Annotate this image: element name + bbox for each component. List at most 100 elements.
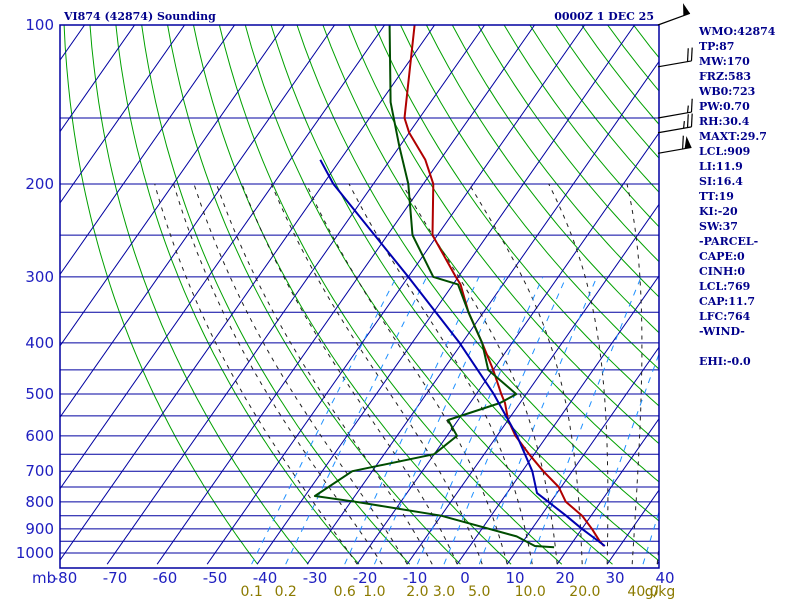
wind-barb-flag bbox=[690, 47, 693, 61]
wind-barb-flag bbox=[686, 48, 689, 62]
mixing-ratio-line bbox=[285, 276, 428, 565]
dry-adiabat-line bbox=[115, 25, 360, 565]
wind-barb-flag bbox=[686, 114, 689, 128]
isotherm-line bbox=[60, 25, 236, 276]
plot-frame bbox=[59, 24, 660, 569]
moist-adiabat-line bbox=[656, 541, 659, 565]
sounding-traces bbox=[313, 25, 606, 549]
moist-adiabat-line bbox=[626, 183, 643, 565]
wind-barb-half-flag bbox=[686, 105, 689, 113]
index-line: MAXT:29.7 bbox=[699, 130, 767, 143]
mixing-ratio-tick-label: 2.0 bbox=[406, 584, 428, 600]
dry-adiabat-line bbox=[400, 25, 659, 370]
wind-barb-flag bbox=[682, 135, 684, 150]
dry-adiabat-line bbox=[218, 25, 563, 565]
isotherm-line bbox=[356, 132, 659, 565]
index-line: FRZ:583 bbox=[699, 70, 751, 83]
moist-adiabat-line bbox=[305, 183, 508, 565]
pressure-tick-label: 100 bbox=[25, 16, 54, 34]
mixing-ratio-tick-label: 20.0 bbox=[569, 584, 600, 600]
wind-barb bbox=[657, 135, 692, 154]
moist-adiabat-line bbox=[173, 183, 383, 565]
isotherm-line bbox=[456, 274, 659, 565]
mixing-ratio-line bbox=[251, 276, 397, 565]
mixing-ratio-line bbox=[584, 352, 659, 565]
pressure-tick-label: 700 bbox=[25, 462, 54, 480]
y-unit-label: mb bbox=[32, 569, 56, 587]
index-line: PW:0.70 bbox=[699, 100, 750, 113]
index-line: CINH:0 bbox=[699, 265, 745, 278]
wind-barb-half-flag bbox=[683, 120, 685, 129]
moist-adiabat-line bbox=[348, 183, 533, 565]
mixing-ratio-tick-label: 10.0 bbox=[515, 584, 546, 600]
index-line: EHI:-0.0 bbox=[699, 355, 751, 368]
moist-adiabat-line bbox=[468, 183, 583, 565]
mixing-ratio-tick-label: 0.1 bbox=[240, 584, 262, 600]
wind-barb-flag bbox=[690, 113, 693, 127]
moist-adiabat-line bbox=[193, 183, 408, 565]
temperature-tick-label: 10 bbox=[505, 569, 524, 587]
mixing-ratio-tick-label: 0.2 bbox=[275, 584, 297, 600]
wind-barb bbox=[657, 47, 693, 68]
temperature-tick-label: -70 bbox=[103, 569, 128, 587]
chart-time: 0000Z 1 DEC 25 bbox=[554, 10, 654, 23]
temperature-tick-label: -30 bbox=[303, 569, 328, 587]
pressure-tick-label: 600 bbox=[25, 427, 54, 445]
dry-adiabat-line bbox=[193, 25, 512, 565]
isotherm-line bbox=[156, 25, 536, 565]
index-line: -PARCEL- bbox=[699, 235, 758, 248]
isobars bbox=[60, 24, 659, 554]
dry-adiabat-line bbox=[167, 25, 461, 565]
temperature-line bbox=[403, 25, 605, 547]
index-line: SW:37 bbox=[699, 220, 738, 233]
dry-adiabat-line bbox=[763, 25, 800, 564]
pressure-tick-label: 500 bbox=[25, 385, 54, 403]
index-line: CAPE:0 bbox=[699, 250, 745, 263]
dry-adiabat-line bbox=[477, 25, 659, 263]
mixing-ratio-line bbox=[478, 276, 598, 565]
dry-adiabat-line bbox=[244, 25, 613, 565]
index-line: SI:16.4 bbox=[699, 175, 743, 188]
index-line: WMO:42874 bbox=[698, 25, 776, 38]
plot-border bbox=[59, 24, 660, 569]
wind-barb bbox=[657, 3, 691, 26]
isotherm-line bbox=[60, 25, 186, 204]
isotherm-line bbox=[106, 25, 486, 565]
dry-adiabat-line bbox=[89, 25, 309, 565]
temperature-tick-label: -60 bbox=[153, 569, 178, 587]
pressure-tick-label: 400 bbox=[25, 334, 54, 352]
pressure-tick-label: 200 bbox=[25, 175, 54, 193]
isotherm-line bbox=[206, 25, 586, 565]
isotherm-line bbox=[556, 417, 659, 565]
wind-barb-staff bbox=[657, 12, 691, 26]
dewpoint-line bbox=[313, 25, 555, 549]
wind-barb-staff bbox=[657, 146, 692, 154]
mixing-ratio-tick-label: 3.0 bbox=[433, 584, 455, 600]
dry-adiabat-line bbox=[374, 25, 659, 407]
isotherm-line bbox=[60, 25, 336, 419]
mixing-ratio-unit-label: g/kg bbox=[645, 584, 676, 600]
mixing-ratio-tick-label: 40.0 bbox=[627, 584, 658, 600]
chart-title: VI874 (42874) Sounding bbox=[63, 10, 216, 23]
moist-adiabat-line bbox=[154, 183, 358, 565]
wind-barb bbox=[657, 113, 693, 134]
temperature-tick-label: -40 bbox=[253, 569, 278, 587]
dry-adiabat-line bbox=[425, 25, 659, 334]
dry-adiabat-line bbox=[63, 25, 258, 565]
mixing-ratio-line bbox=[443, 276, 567, 565]
temperature-tick-label: 0 bbox=[460, 569, 470, 587]
index-line: LCL:769 bbox=[699, 280, 750, 293]
moist-adiabat-line bbox=[270, 183, 483, 565]
moist-adiabat-line bbox=[548, 183, 609, 565]
dry-adiabat-line bbox=[141, 25, 411, 565]
index-line: LCL:909 bbox=[699, 145, 750, 158]
mixing-ratio-line bbox=[373, 276, 506, 565]
isotherm-line bbox=[406, 203, 659, 565]
moist-adiabat-line bbox=[215, 183, 433, 565]
index-line: TP:87 bbox=[699, 40, 734, 53]
dry-adiabats bbox=[63, 25, 800, 565]
wind-barb-pennant bbox=[684, 136, 692, 149]
mixing-ratio-line bbox=[416, 276, 544, 565]
